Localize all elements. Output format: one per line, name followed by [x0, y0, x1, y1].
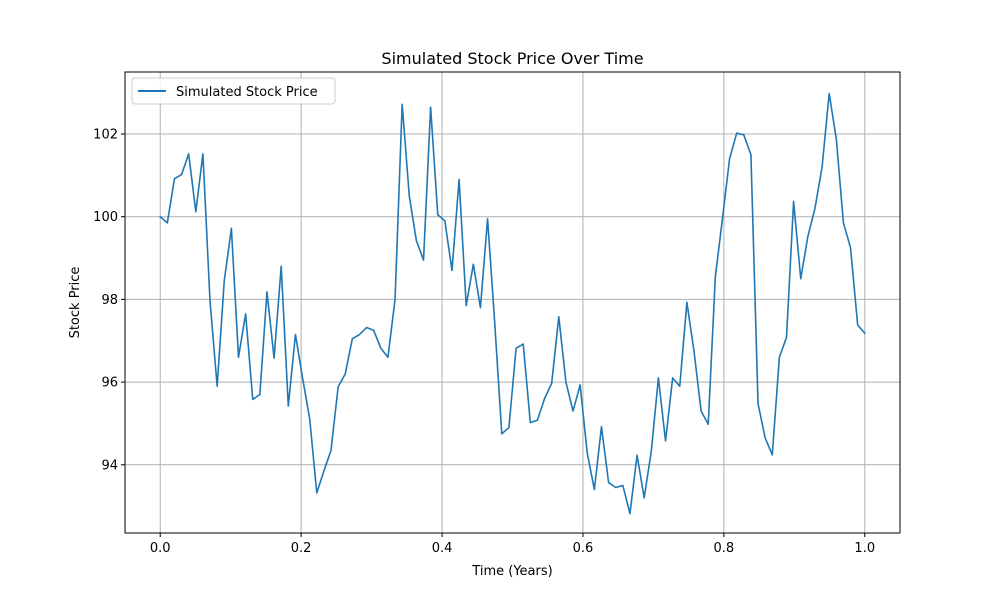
- x-tick-label: 1.0: [854, 541, 875, 556]
- chart-title: Simulated Stock Price Over Time: [381, 49, 643, 68]
- y-tick-label: 100: [93, 210, 118, 225]
- legend-label: Simulated Stock Price: [176, 85, 318, 100]
- x-tick-label: 0.4: [432, 541, 453, 556]
- plot-area-frame: [124, 71, 901, 534]
- x-axis-label: Time (Years): [471, 564, 552, 579]
- y-tick-label: 94: [101, 458, 118, 473]
- x-tick-label: 0.0: [150, 541, 171, 556]
- x-tick-label: 0.6: [573, 541, 594, 556]
- series-line-simulated-stock-price: [159, 92, 866, 515]
- x-tick-label: 0.8: [714, 541, 735, 556]
- y-tick-label: 96: [101, 376, 118, 391]
- ticks: 0.0 0.2 0.4 0.6 0.8 1.0 94 96 98 100 102: [93, 128, 875, 556]
- x-tick-label: 0.2: [291, 541, 312, 556]
- y-tick-label: 98: [101, 293, 118, 308]
- series-layer: [159, 92, 866, 515]
- legend: Simulated Stock Price: [131, 77, 336, 105]
- grid: [125, 72, 900, 533]
- y-axis-label: Stock Price: [68, 267, 83, 339]
- y-tick-label: 102: [93, 128, 118, 143]
- legend-box: [131, 77, 336, 105]
